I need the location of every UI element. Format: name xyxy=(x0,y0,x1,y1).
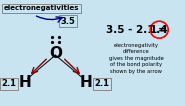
Text: 3.5 - 2.1 =: 3.5 - 2.1 = xyxy=(106,25,170,35)
Text: 1.4: 1.4 xyxy=(150,25,169,35)
Text: 2.1: 2.1 xyxy=(95,79,110,88)
Text: electronegativity
difference
gives the magnitude
of the bond polarity
shown by t: electronegativity difference gives the m… xyxy=(109,43,163,74)
Text: 3.5: 3.5 xyxy=(60,17,75,26)
Text: 2.1: 2.1 xyxy=(1,79,16,88)
Text: H: H xyxy=(19,75,31,90)
Text: H: H xyxy=(80,75,92,90)
Text: electronegativities: electronegativities xyxy=(4,6,79,11)
Text: O: O xyxy=(49,45,62,61)
